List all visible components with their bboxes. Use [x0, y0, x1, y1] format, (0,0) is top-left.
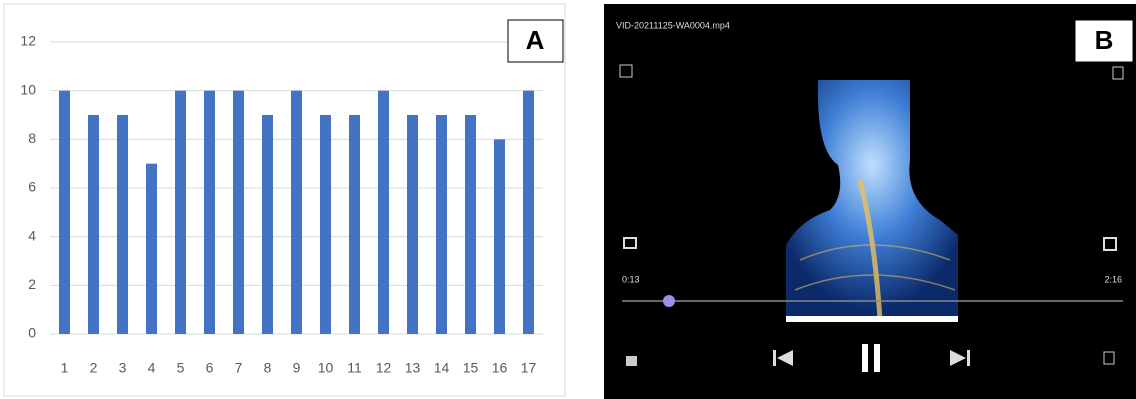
- x-tick-label: 17: [521, 360, 537, 376]
- bar: [233, 91, 244, 334]
- duration: 2:16: [1104, 274, 1122, 284]
- x-tick-label: 15: [463, 360, 479, 376]
- x-tick-label: 4: [148, 360, 156, 376]
- bar: [117, 115, 128, 334]
- bar: [204, 91, 215, 334]
- figure: 0246810121234567891011121314151617 A VID…: [0, 0, 1136, 399]
- y-tick-label: 4: [28, 227, 36, 243]
- bar: [175, 91, 186, 334]
- y-tick-label: 6: [28, 179, 36, 195]
- page: 0246810121234567891011121314151617 A VID…: [0, 0, 1136, 399]
- x-tick-label: 2: [90, 360, 98, 376]
- y-tick-label: 0: [28, 325, 36, 341]
- x-tick-label: 7: [235, 360, 243, 376]
- y-tick-label: 12: [20, 33, 36, 49]
- x-tick-label: 1: [61, 360, 69, 376]
- seek-handle[interactable]: [663, 295, 675, 307]
- x-tick-label: 12: [376, 360, 392, 376]
- x-tick-label: 6: [206, 360, 214, 376]
- bar: [291, 91, 302, 334]
- y-tick-label: 10: [20, 81, 36, 97]
- x-tick-label: 3: [119, 360, 127, 376]
- bar: [465, 115, 476, 334]
- bar: [407, 115, 418, 334]
- y-tick-label: 8: [28, 130, 36, 146]
- x-tick-label: 10: [318, 360, 334, 376]
- bar: [378, 91, 389, 334]
- bar: [320, 115, 331, 334]
- x-tick-label: 16: [492, 360, 508, 376]
- panel-label: A: [526, 25, 545, 55]
- lock-button[interactable]: [626, 356, 637, 366]
- y-tick-label: 2: [28, 276, 36, 292]
- bar: [88, 115, 99, 334]
- x-tick-label: 9: [293, 360, 301, 376]
- x-tick-label: 5: [177, 360, 185, 376]
- current-time: 0:13: [622, 274, 640, 284]
- file-name: VID-20211125-WA0004.mp4: [616, 20, 730, 30]
- bar: [146, 164, 157, 334]
- x-tick-label: 8: [264, 360, 272, 376]
- bar: [523, 91, 534, 334]
- bar: [436, 115, 447, 334]
- bar: [349, 115, 360, 334]
- x-tick-label: 11: [347, 360, 362, 376]
- bar: [59, 91, 70, 334]
- bar: [262, 115, 273, 334]
- panel-label: B: [1095, 25, 1114, 55]
- x-tick-label: 14: [434, 360, 450, 376]
- bar: [494, 139, 505, 334]
- x-tick-label: 13: [405, 360, 421, 376]
